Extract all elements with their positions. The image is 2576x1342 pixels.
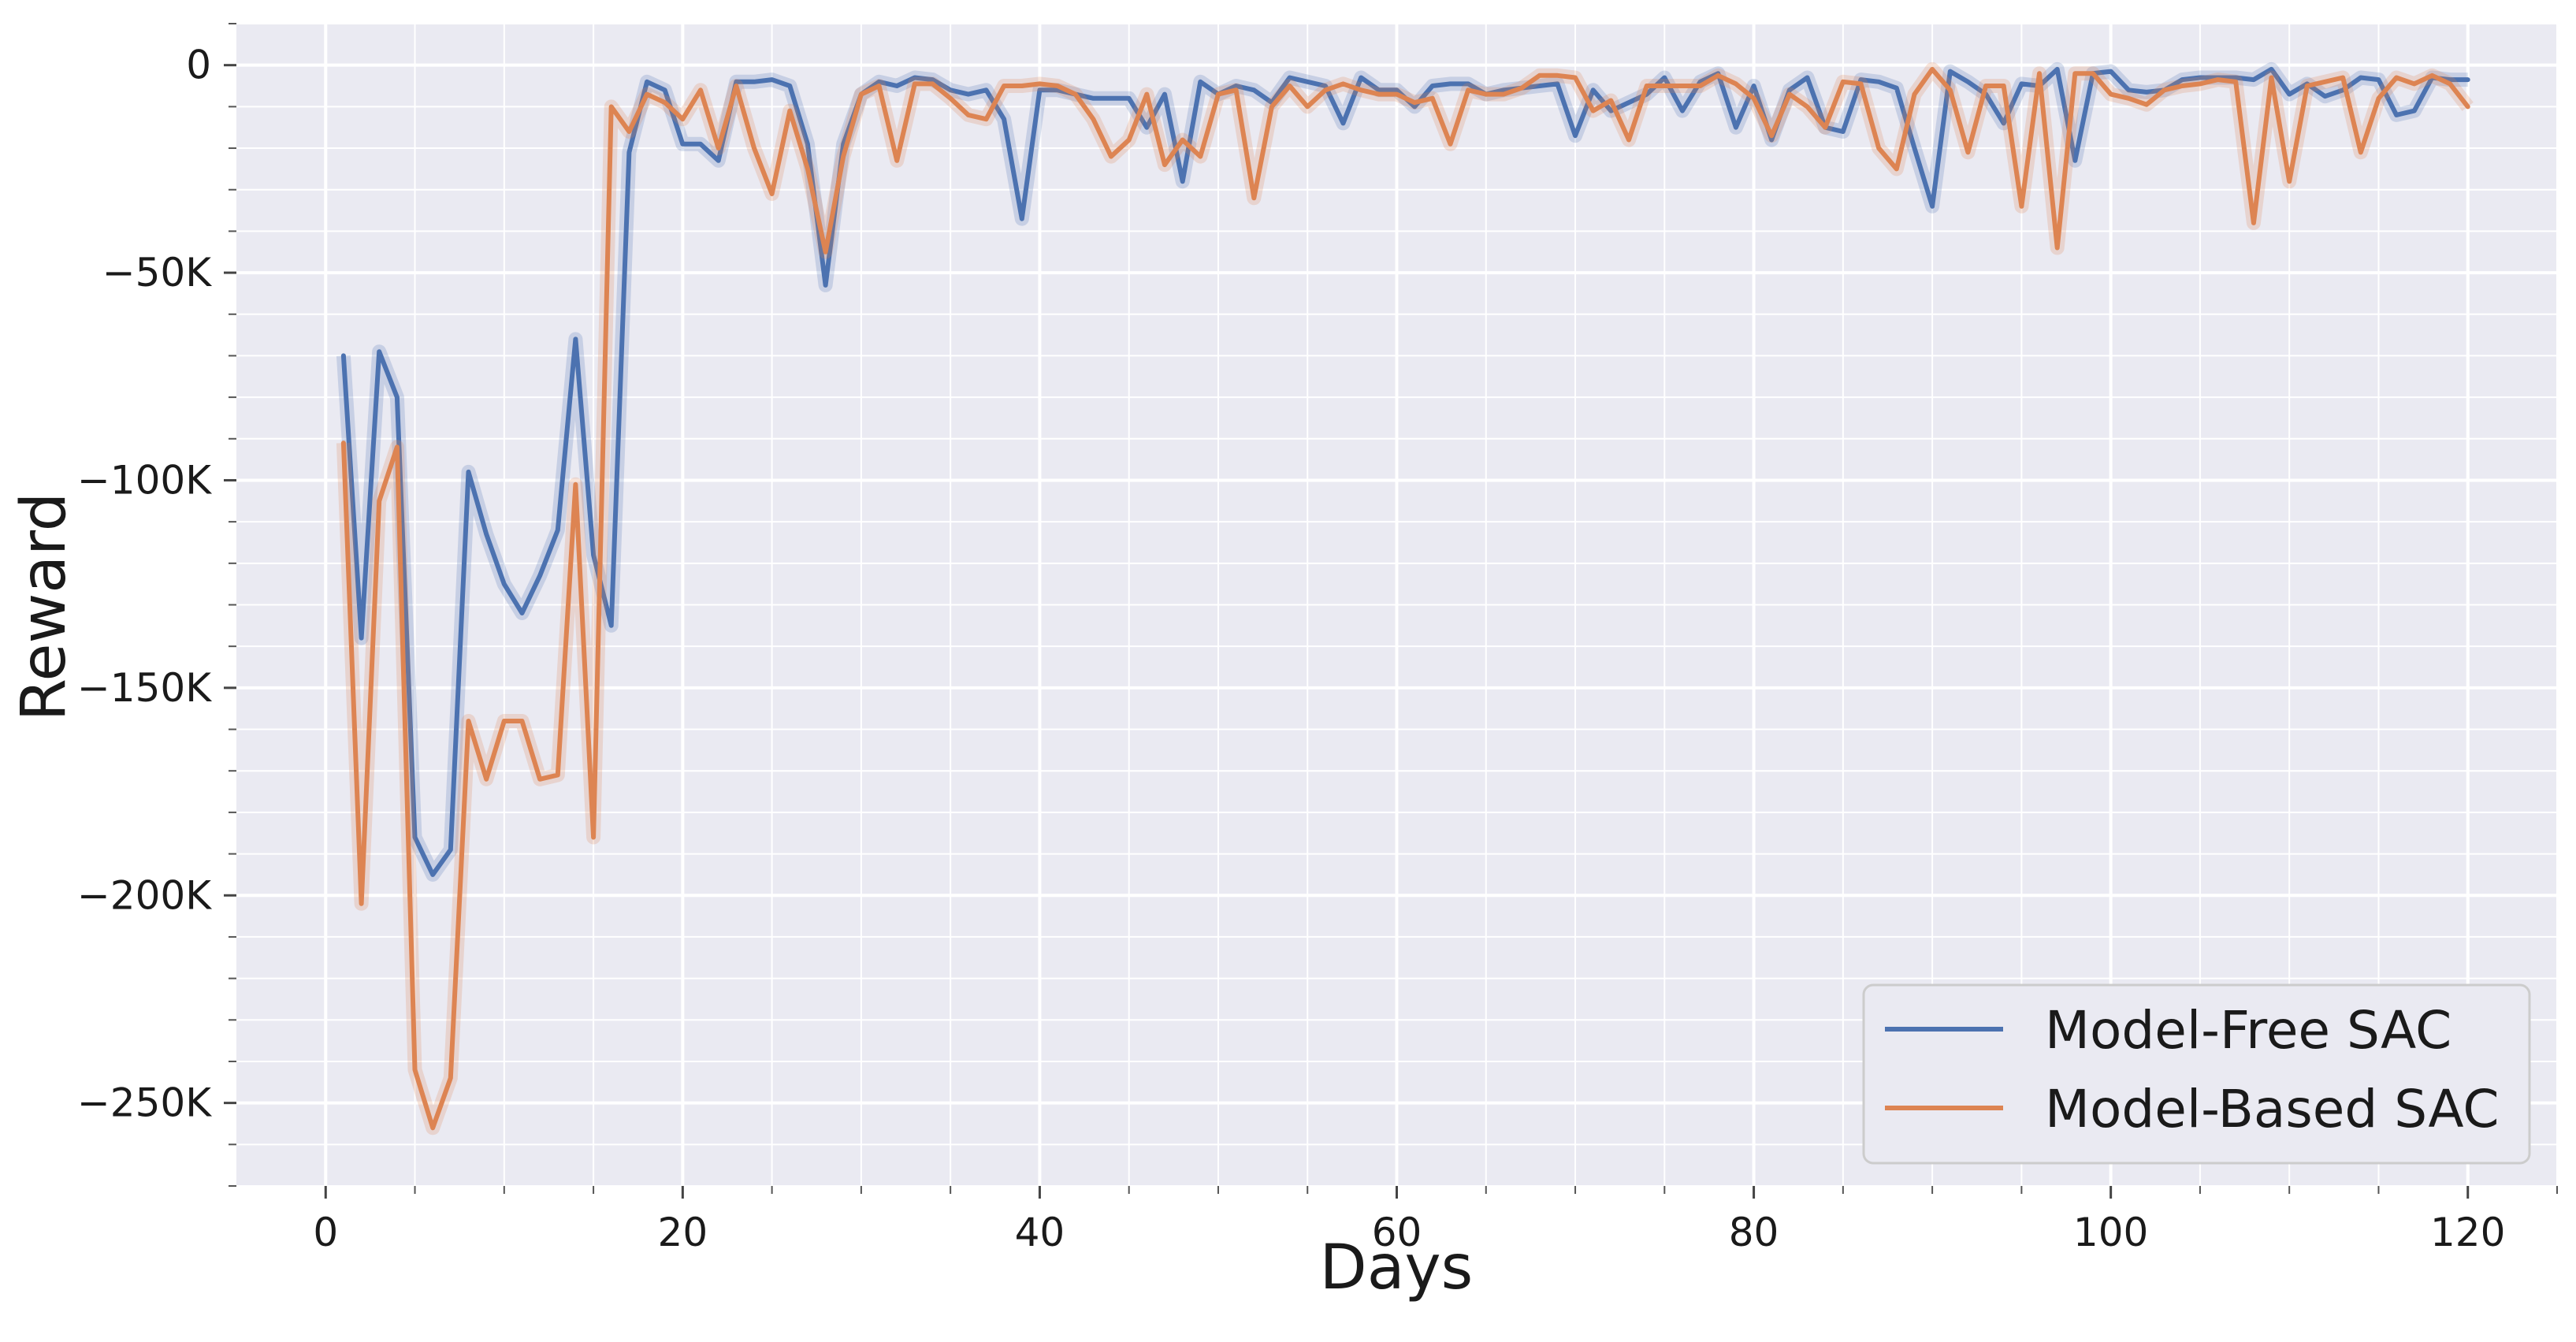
x-tick-label: 40 <box>1015 1210 1065 1255</box>
x-tick-label: 100 <box>2073 1210 2148 1255</box>
legend-box <box>1862 983 2531 1165</box>
axis-ticks <box>224 23 2558 1199</box>
y-tick-label: −200K <box>77 872 212 918</box>
y-tick-label: −250K <box>77 1080 212 1126</box>
y-tick-label: −50K <box>102 250 213 296</box>
y-tick-label: −150K <box>77 665 212 711</box>
y-tick-labels: 0 −50K −100K −150K −200K −250K <box>77 43 212 1126</box>
x-tick-label: 0 <box>313 1210 338 1255</box>
y-tick-label: −100K <box>77 457 212 503</box>
y-axis-label: Reward <box>9 493 80 721</box>
legend-label-model-based: Model-Based SAC <box>2045 1079 2499 1139</box>
x-axis-label: Days <box>1320 1232 1474 1303</box>
x-tick-label: 120 <box>2430 1210 2505 1255</box>
x-tick-labels: 0 20 40 60 80 100 120 <box>313 1210 2505 1255</box>
x-tick-label: 80 <box>1729 1210 1779 1255</box>
grid-lines <box>236 23 2558 1187</box>
series-line-model-based-sac <box>340 66 2470 1131</box>
series-lines <box>336 61 2474 1136</box>
x-tick-label: 20 <box>658 1210 708 1255</box>
x-tick-label: 60 <box>1372 1210 1422 1255</box>
legend-label-model-free: Model-Free SAC <box>2045 1000 2451 1061</box>
y-tick-label: 0 <box>186 43 211 88</box>
legend: Model-Free SAC Model-Based SAC <box>1862 983 2531 1165</box>
